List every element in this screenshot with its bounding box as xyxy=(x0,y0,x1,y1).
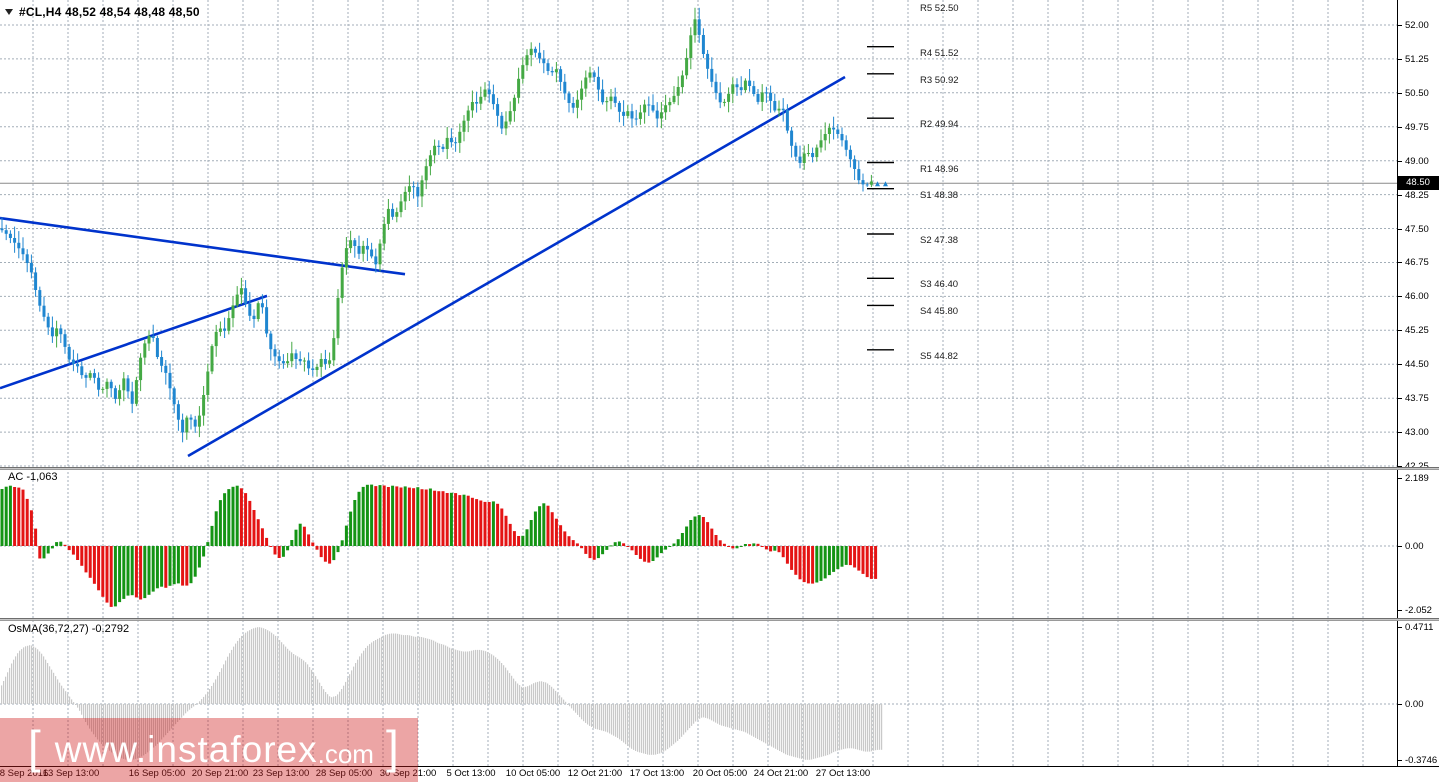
watermark-site-name: www.instaforex xyxy=(54,729,318,770)
pivot-label-r2: R2 49.94 xyxy=(920,119,959,130)
price-axis-label: 45.25 xyxy=(1405,325,1429,336)
osma-axis-label: -0.3746 xyxy=(1405,755,1438,766)
ac-histogram xyxy=(0,484,878,607)
pivot-label-s2: S2 47.38 xyxy=(920,235,959,246)
osma-histogram xyxy=(1,627,883,760)
ac-axis-label: 2.189 xyxy=(1405,473,1429,484)
pivot-label-s5: S5 44.82 xyxy=(920,351,959,362)
instaforex-watermark: [ www.instaforex .com ] xyxy=(0,718,418,782)
price-axis-label-tick xyxy=(1398,432,1402,433)
price-axis-label: 43.00 xyxy=(1405,427,1429,438)
time-axis-label: 28 Sep 05:00 xyxy=(315,768,373,779)
time-axis-label: 8 Sep 2016 xyxy=(0,768,49,779)
price-axis-label: 49.75 xyxy=(1405,122,1429,133)
ac-axis-label-tick xyxy=(1398,610,1402,611)
price-axis-label: 52.00 xyxy=(1405,20,1429,31)
price-axis-label: 48.25 xyxy=(1405,190,1429,201)
price-axis-label-tick xyxy=(1398,161,1402,162)
price-axis-label-tick xyxy=(1398,127,1402,128)
watermark-right-bracket: ] xyxy=(385,721,399,773)
osma-axis-label-tick xyxy=(1398,704,1402,705)
symbol-dropdown-icon[interactable] xyxy=(5,9,13,15)
time-axis-label: 10 Oct 05:00 xyxy=(505,768,561,779)
time-axis-label: 27 Oct 13:00 xyxy=(815,768,871,779)
time-axis[interactable]: 8 Sep 2016 13 Sep 13:00 16 Sep 05:00 20 Sep… xyxy=(0,767,1439,782)
chart-title-bar: #CL,H4 48,52 48,54 48,48 48,50 xyxy=(5,5,200,19)
ac-indicator-label: AC -1,063 xyxy=(8,471,58,483)
price-axis-label: 44.50 xyxy=(1405,359,1429,370)
ac-axis-label-tick xyxy=(1398,478,1402,479)
price-axis-label: 46.75 xyxy=(1405,257,1429,268)
price-axis-label: 46.00 xyxy=(1405,291,1429,302)
time-axis-label: 12 Oct 21:00 xyxy=(567,768,623,779)
time-axis-label: 24 Oct 21:00 xyxy=(753,768,809,779)
price-axis-label-tick xyxy=(1398,466,1402,467)
pivot-label-s3: S3 46.40 xyxy=(920,279,959,290)
price-axis-label: 47.50 xyxy=(1405,224,1429,235)
price-axis-label-tick xyxy=(1398,59,1402,60)
time-axis-label: 30 Sep 21:00 xyxy=(379,768,437,779)
price-axis-label-tick xyxy=(1398,296,1402,297)
price-axis-label-tick xyxy=(1398,398,1402,399)
panel-divider[interactable] xyxy=(0,618,1439,621)
osma-axis-label-tick xyxy=(1398,760,1402,761)
price-axis-label: 43.75 xyxy=(1405,393,1429,404)
ac-axis-label: -2.052 xyxy=(1405,605,1432,616)
price-axis-label-tick xyxy=(1398,93,1402,94)
trend-lines xyxy=(0,75,846,458)
price-axis-label: 49.00 xyxy=(1405,156,1429,167)
pivot-label-r3: R3 50.92 xyxy=(920,75,959,86)
osma-axis-label: 0.00 xyxy=(1405,699,1424,710)
pivot-label-r4: R4 51.52 xyxy=(920,48,959,59)
watermark-tld: .com xyxy=(317,738,374,769)
pivot-label-r5: R5 52.50 xyxy=(920,3,959,14)
ac-axis-label: 0.00 xyxy=(1405,541,1424,552)
osma-axis-label-tick xyxy=(1398,627,1402,628)
price-axis-label: 42.25 xyxy=(1405,461,1429,472)
osma-axis-label: 0.4711 xyxy=(1405,622,1434,633)
price-axis-label-tick xyxy=(1398,25,1402,26)
price-axis-label: 50.50 xyxy=(1405,88,1429,99)
price-axis-label-tick xyxy=(1398,195,1402,196)
price-arrows xyxy=(875,181,888,187)
osma-indicator-label: OsMA(36,72,27) -0.2792 xyxy=(8,623,130,635)
price-axis-label-tick xyxy=(1398,330,1402,331)
time-axis-label: 23 Sep 13:00 xyxy=(252,768,310,779)
price-axis[interactable]: 52.00 51.25 50.50 49.75 49.00 48.25 47.50 46.75… xyxy=(1398,0,1439,766)
price-axis-label: 51.25 xyxy=(1405,54,1429,65)
time-axis-label: 20 Sep 21:00 xyxy=(191,768,249,779)
watermark-left-bracket: [ xyxy=(28,721,41,773)
grid xyxy=(0,0,1397,766)
ac-axis-label-tick xyxy=(1398,546,1402,547)
price-axis-label-tick xyxy=(1398,262,1402,263)
price-axis-border xyxy=(1397,0,1398,766)
current-price-badge: 48.50 xyxy=(1397,176,1439,190)
time-axis-border xyxy=(0,766,1439,767)
time-axis-label: 17 Oct 13:00 xyxy=(629,768,685,779)
chart-canvas[interactable] xyxy=(0,0,1397,766)
pivot-label-s1: S1 48.38 xyxy=(920,190,959,201)
pivot-ticks xyxy=(867,46,894,351)
time-axis-label: 20 Oct 05:00 xyxy=(692,768,748,779)
pivot-label-s4: S4 45.80 xyxy=(920,306,959,317)
time-axis-label: 13 Sep 13:00 xyxy=(42,768,100,779)
price-axis-label-tick xyxy=(1398,229,1402,230)
chart-title: #CL,H4 48,52 48,54 48,48 48,50 xyxy=(19,5,200,19)
candles xyxy=(0,7,873,443)
time-axis-label: 5 Oct 13:00 xyxy=(446,768,496,779)
time-axis-label: 16 Sep 05:00 xyxy=(128,768,186,779)
panel-divider[interactable] xyxy=(0,467,1439,470)
price-axis-label-tick xyxy=(1398,364,1402,365)
pivot-label-r1: R1 48.96 xyxy=(920,164,959,175)
